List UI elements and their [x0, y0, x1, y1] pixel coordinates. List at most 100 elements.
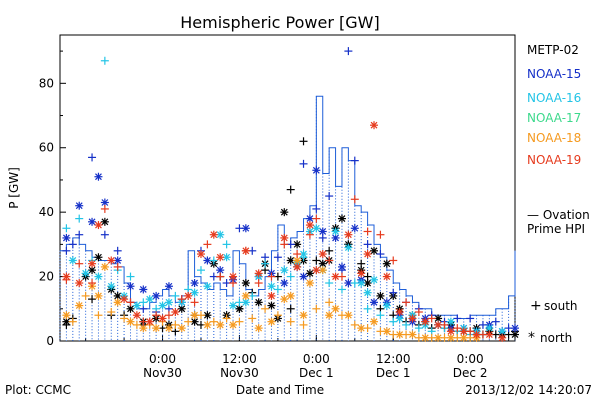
y-tick-label: 40 — [39, 205, 54, 219]
north-point — [305, 221, 314, 230]
north-point — [485, 324, 494, 333]
north-point — [299, 272, 308, 281]
north-point — [113, 256, 122, 265]
legend-item: NOAA-18 — [527, 131, 581, 145]
north-point — [216, 230, 225, 239]
south-point — [126, 298, 135, 307]
x-tick-label-time: 12:00 — [376, 352, 411, 366]
north-point — [94, 253, 103, 262]
south-point — [350, 320, 359, 329]
south-point — [100, 56, 109, 65]
satellite-scatter-series — [62, 47, 519, 342]
south-point — [389, 288, 398, 297]
chart-title: Hemispheric Power [GW] — [180, 13, 379, 32]
north-point — [370, 121, 379, 130]
y-tick-label: 20 — [39, 270, 54, 284]
south-point — [286, 272, 295, 281]
north-point — [370, 317, 379, 326]
south-point — [286, 185, 295, 194]
x-tick-label-date: Nov30 — [220, 366, 259, 380]
north-point — [370, 275, 379, 284]
south-point — [261, 304, 270, 313]
north-point — [331, 227, 340, 236]
north-point — [337, 262, 346, 271]
north-point — [421, 317, 430, 326]
north-point — [318, 259, 327, 268]
north-point — [164, 282, 173, 291]
north-point — [241, 291, 250, 300]
south-point — [466, 314, 475, 323]
south-point — [350, 156, 359, 165]
south-point — [325, 298, 334, 307]
south-point — [171, 320, 180, 329]
north-point — [318, 250, 327, 259]
north-point — [81, 269, 90, 278]
ovation-hpi-line — [60, 95, 516, 319]
north-point — [100, 217, 109, 226]
north-point — [382, 327, 391, 336]
south-point — [62, 224, 71, 233]
north-point — [312, 266, 321, 275]
south-point — [152, 311, 161, 320]
north-point — [62, 272, 71, 281]
legend: METP-02 NOAA-15 NOAA-16 NOAA-17 NOAA-18 NOAA-… — [527, 43, 581, 167]
north-point — [267, 301, 276, 310]
south-point — [254, 279, 263, 288]
south-point — [325, 246, 334, 255]
north-point — [254, 269, 263, 278]
north-point — [312, 166, 321, 175]
north-point — [145, 317, 154, 326]
north-point — [344, 311, 353, 320]
north-point — [280, 233, 289, 242]
south-point — [177, 295, 186, 304]
south-point — [363, 240, 372, 249]
north-point — [88, 217, 97, 226]
north-point — [344, 243, 353, 252]
south-point — [209, 317, 218, 326]
south-point — [402, 298, 411, 307]
north-point — [75, 301, 84, 310]
north-point — [421, 333, 430, 342]
footer-left: Plot: CCMC — [5, 383, 71, 397]
north-point — [318, 227, 327, 236]
north-point — [370, 246, 379, 255]
north-point — [190, 279, 199, 288]
north-point — [158, 301, 167, 310]
north-point — [370, 298, 379, 307]
south-point — [312, 204, 321, 213]
x-tick-label-date: Dec 2 — [453, 366, 488, 380]
south-point — [88, 279, 97, 288]
footer-right: 2013/12/02 14:20:07 — [465, 383, 592, 397]
x-tick-label-date: Nov30 — [143, 366, 182, 380]
plot-frame — [59, 34, 516, 342]
south-point — [164, 311, 173, 320]
south-point — [286, 304, 295, 313]
south-point — [273, 311, 282, 320]
north-point — [376, 291, 385, 300]
south-point — [126, 272, 135, 281]
north-point — [241, 246, 250, 255]
north-point — [190, 288, 199, 297]
south-point — [88, 295, 97, 304]
north-point — [132, 301, 141, 310]
south-point — [216, 272, 225, 281]
south-point — [94, 311, 103, 320]
south-point — [376, 250, 385, 259]
north-point — [395, 308, 404, 317]
north-point — [203, 311, 212, 320]
north-point — [363, 250, 372, 259]
north-legend-symbol: * — [528, 330, 535, 346]
south-point — [248, 314, 257, 323]
south-point — [139, 298, 148, 307]
north-point — [325, 311, 334, 320]
legend-item: METP-02 — [527, 43, 579, 57]
north-point — [382, 259, 391, 268]
x-tick-label-time: 0:00 — [149, 352, 176, 366]
north-point — [267, 317, 276, 326]
south-point — [312, 256, 321, 265]
north-point — [190, 311, 199, 320]
south-point — [389, 256, 398, 265]
y-tick-label: 80 — [39, 76, 54, 90]
south-point — [132, 320, 141, 329]
